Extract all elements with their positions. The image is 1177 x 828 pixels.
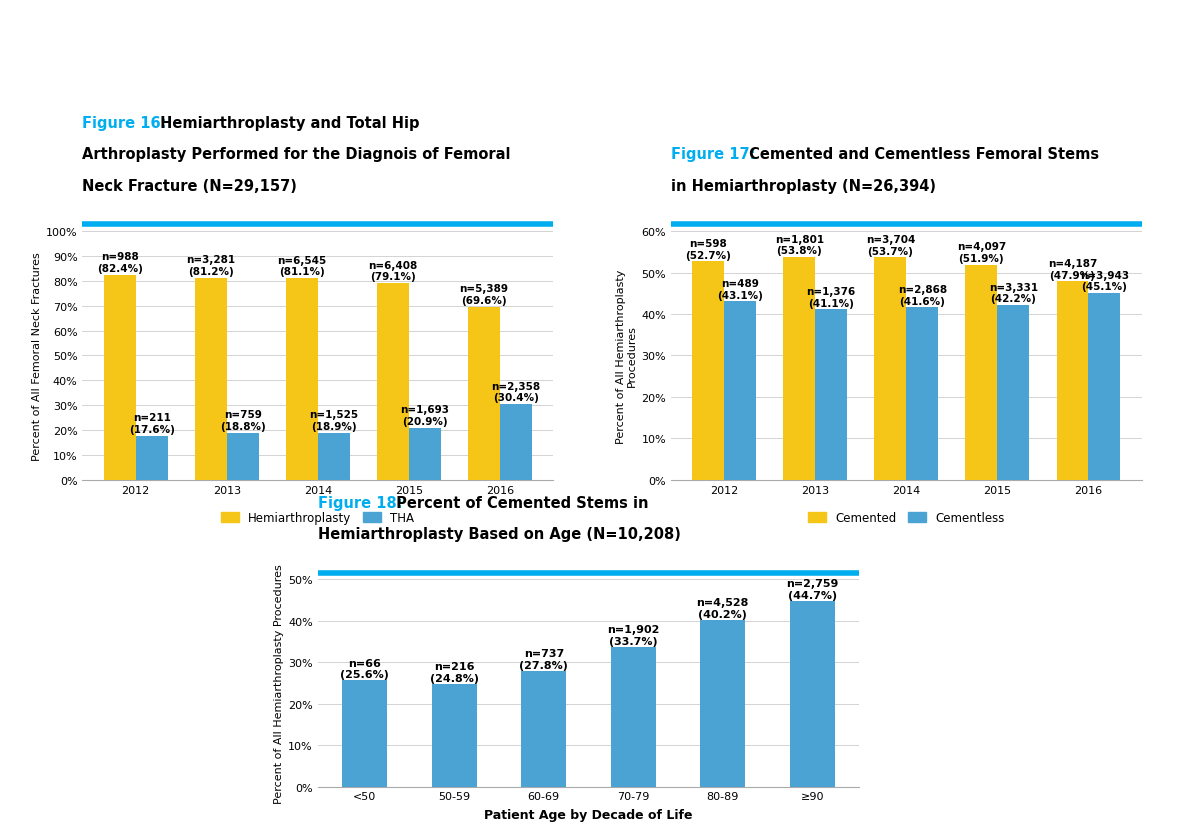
- Text: Figure 17:: Figure 17:: [671, 147, 756, 162]
- Bar: [377, 284, 408, 480]
- Text: n=211
(17.6%): n=211 (17.6%): [128, 413, 174, 435]
- Legend: Cemented, Cementless: Cemented, Cementless: [803, 507, 1010, 529]
- Text: in Hemiarthroplasty (N=26,394): in Hemiarthroplasty (N=26,394): [671, 179, 936, 194]
- Bar: [875, 258, 906, 480]
- Text: Figure 18:: Figure 18:: [318, 495, 403, 510]
- Y-axis label: Percent of All Hemiarthroplasty
Procedures: Percent of All Hemiarthroplasty Procedur…: [616, 269, 637, 443]
- Text: n=6,545
(81.1%): n=6,545 (81.1%): [278, 255, 326, 277]
- Bar: [286, 279, 318, 480]
- Bar: [195, 278, 227, 480]
- Text: n=2,358
(30.4%): n=2,358 (30.4%): [491, 381, 540, 402]
- Bar: [104, 276, 135, 480]
- Text: n=3,331
(42.2%): n=3,331 (42.2%): [989, 282, 1038, 304]
- Text: n=2,868
(41.6%): n=2,868 (41.6%): [898, 285, 946, 306]
- Bar: [906, 308, 938, 480]
- Bar: [1089, 294, 1121, 480]
- Text: Hemiarthroplasty Based on Age (N=10,208): Hemiarthroplasty Based on Age (N=10,208): [318, 527, 680, 542]
- Bar: [724, 302, 756, 480]
- Bar: [318, 433, 350, 480]
- Bar: [500, 405, 532, 480]
- Text: n=1,525
(18.9%): n=1,525 (18.9%): [310, 410, 358, 431]
- Text: n=2,759
(44.7%): n=2,759 (44.7%): [786, 579, 838, 600]
- Text: n=3,943
(45.1%): n=3,943 (45.1%): [1079, 270, 1129, 292]
- Text: Cemented and Cementless Femoral Stems: Cemented and Cementless Femoral Stems: [744, 147, 1099, 162]
- Bar: [997, 306, 1029, 480]
- Y-axis label: Percent of All Femoral Neck Fractures: Percent of All Femoral Neck Fractures: [32, 252, 41, 460]
- Bar: [432, 684, 477, 787]
- Bar: [790, 601, 834, 787]
- Text: n=489
(43.1%): n=489 (43.1%): [717, 278, 763, 300]
- Bar: [135, 436, 167, 480]
- Text: n=3,281
(81.2%): n=3,281 (81.2%): [186, 255, 235, 277]
- Text: n=1,693
(20.9%): n=1,693 (20.9%): [400, 405, 450, 426]
- Bar: [816, 310, 847, 480]
- Text: Neck Fracture (N=29,157): Neck Fracture (N=29,157): [82, 179, 298, 194]
- Y-axis label: Percent of All Hemiarthroplasty Procedures: Percent of All Hemiarthroplasty Procedur…: [274, 563, 284, 803]
- Text: n=216
(24.8%): n=216 (24.8%): [430, 661, 479, 682]
- Text: Hemiarthroplasty and Total Hip: Hemiarthroplasty and Total Hip: [155, 116, 420, 131]
- Text: n=4,097
(51.9%): n=4,097 (51.9%): [957, 242, 1006, 264]
- Bar: [521, 672, 566, 787]
- Text: Arthroplasty Performed for the Diagnois of Femoral: Arthroplasty Performed for the Diagnois …: [82, 147, 511, 162]
- Bar: [468, 307, 500, 480]
- Text: n=4,528
(40.2%): n=4,528 (40.2%): [697, 597, 749, 619]
- Bar: [700, 620, 745, 787]
- Text: n=988
(82.4%): n=988 (82.4%): [97, 252, 142, 273]
- Text: n=759
(18.8%): n=759 (18.8%): [220, 410, 266, 431]
- Bar: [408, 428, 440, 480]
- Bar: [343, 681, 387, 787]
- Text: Percent of Cemented Stems in: Percent of Cemented Stems in: [391, 495, 649, 510]
- Text: n=1,376
(41.1%): n=1,376 (41.1%): [806, 286, 856, 309]
- Text: n=598
(52.7%): n=598 (52.7%): [685, 238, 731, 261]
- Bar: [965, 265, 997, 480]
- Text: n=737
(27.8%): n=737 (27.8%): [519, 648, 568, 671]
- Text: n=6,408
(79.1%): n=6,408 (79.1%): [368, 260, 418, 282]
- Bar: [227, 434, 259, 480]
- Text: Figure 16:: Figure 16:: [82, 116, 167, 131]
- Bar: [611, 647, 656, 787]
- Text: n=1,801
(53.8%): n=1,801 (53.8%): [774, 234, 824, 256]
- Text: n=3,704
(53.7%): n=3,704 (53.7%): [865, 234, 915, 257]
- Text: n=4,187
(47.9%): n=4,187 (47.9%): [1048, 258, 1097, 280]
- Text: n=5,389
(69.6%): n=5,389 (69.6%): [459, 284, 508, 306]
- Bar: [784, 258, 816, 480]
- X-axis label: Patient Age by Decade of Life: Patient Age by Decade of Life: [484, 808, 693, 821]
- Text: n=66
(25.6%): n=66 (25.6%): [340, 657, 390, 679]
- Legend: Hemiarthroplasty, THA: Hemiarthroplasty, THA: [217, 507, 419, 529]
- Text: n=1,902
(33.7%): n=1,902 (33.7%): [607, 624, 659, 646]
- Bar: [692, 262, 724, 480]
- Bar: [1057, 282, 1089, 480]
